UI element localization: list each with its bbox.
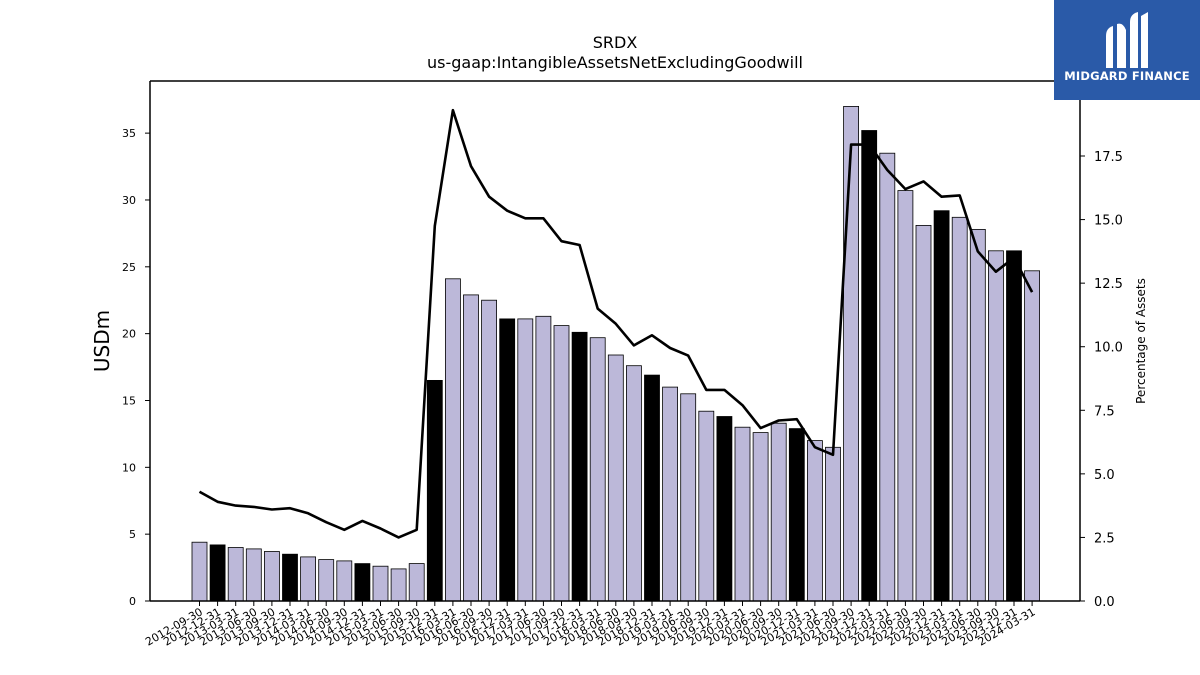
- bar-2016-12-31: [499, 318, 516, 602]
- bar-2013-06-30: [245, 548, 262, 602]
- bar-2020-03-31: [734, 426, 751, 602]
- bar-2017-09-30: [553, 325, 570, 602]
- bar-2014-03-31: [300, 556, 317, 602]
- y2-tick-label: 5.0: [1094, 468, 1115, 483]
- bar-2014-12-31: [354, 563, 371, 602]
- bar-2023-03-31: [951, 216, 968, 602]
- bar-series: [191, 106, 1040, 602]
- bar-2018-03-31: [589, 337, 606, 602]
- bar-2022-12-31: [933, 210, 950, 602]
- bar-2015-09-30: [408, 563, 425, 602]
- bar-2016-09-30: [481, 299, 498, 602]
- bar-2024-03-31: [1024, 270, 1040, 602]
- bar-2021-09-30: [843, 106, 859, 602]
- y2-tick-label: 17.5: [1094, 150, 1123, 165]
- y2-tick-label: 0.0: [1094, 595, 1115, 610]
- bar-2013-09-30: [263, 551, 280, 602]
- bar-2019-09-30: [698, 410, 715, 602]
- percentage-line: [198, 108, 1034, 539]
- y-tick-label: 30: [122, 194, 136, 207]
- bar-2023-12-31: [1006, 250, 1022, 602]
- bar-2019-03-31: [662, 386, 678, 602]
- logo-text: MIDGARD FINANCE: [1064, 69, 1190, 83]
- chart-subtitle: us-gaap:IntangibleAssetsNetExcludingGood…: [427, 53, 803, 72]
- y-tick-label: 0: [129, 595, 136, 608]
- y-tick-label: 15: [122, 394, 136, 407]
- bar-2017-03-31: [517, 318, 534, 602]
- y-tick-label: 5: [129, 528, 136, 541]
- bar-2020-12-31: [788, 428, 805, 602]
- bar-2012-12-31: [209, 544, 226, 602]
- bar-2020-09-30: [770, 422, 787, 602]
- y2-axis-label: Percentage of Assets: [1134, 278, 1148, 404]
- bar-2018-06-30: [607, 354, 624, 602]
- bar-2021-03-31: [807, 440, 823, 602]
- bar-2023-06-30: [969, 228, 986, 602]
- bar-2018-09-30: [626, 365, 642, 602]
- bar-2021-12-31: [861, 130, 878, 602]
- y2-tick-label: 15.0: [1094, 214, 1123, 229]
- y-axis-ticks: 0 5 10 15 20 25 30 35: [122, 127, 150, 608]
- bar-2017-12-31: [571, 331, 588, 602]
- bar-2016-06-30: [463, 294, 479, 602]
- plot-frame: [149, 80, 1081, 602]
- y-tick-label: 10: [122, 461, 136, 474]
- bar-2021-06-30: [825, 446, 841, 602]
- midgard-finance-logo: MIDGARD FINANCE: [1054, 0, 1200, 100]
- y2-axis-ticks: 0.0 2.5 5.0 7.5 10.0 12.5 15.0 17.5: [1080, 150, 1123, 610]
- bar-2013-12-31: [282, 553, 298, 602]
- bar-2020-06-30: [752, 432, 769, 602]
- bar-2015-12-31: [426, 379, 443, 602]
- y-tick-label: 20: [122, 328, 136, 341]
- bar-2022-06-30: [897, 190, 914, 602]
- y-tick-label: 35: [122, 127, 136, 140]
- line-series: [198, 108, 1034, 539]
- bar-2023-09-30: [988, 250, 1004, 602]
- bar-2014-06-30: [318, 559, 335, 602]
- bar-2015-06-30: [390, 568, 407, 602]
- bar-2022-09-30: [915, 224, 932, 602]
- bar-2019-06-30: [680, 393, 697, 602]
- y-tick-label: 25: [122, 261, 136, 274]
- chart-title: SRDX: [593, 33, 638, 52]
- x-axis-ticks: 2012-09-302012-12-312013-03-312013-06-30…: [143, 601, 1038, 649]
- y2-tick-label: 7.5: [1094, 404, 1115, 419]
- bar-2012-09-30: [191, 541, 208, 602]
- bar-2022-03-31: [879, 152, 896, 602]
- y2-tick-label: 2.5: [1094, 531, 1115, 546]
- bar-2018-12-31: [644, 374, 660, 602]
- logo-m-icon: [1106, 12, 1148, 69]
- bar-2019-12-31: [716, 416, 733, 602]
- y2-tick-label: 12.5: [1094, 277, 1123, 292]
- bar-2013-03-31: [227, 547, 244, 602]
- y2-tick-label: 10.0: [1094, 341, 1123, 356]
- bar-2017-06-30: [535, 315, 552, 602]
- bar-2014-09-30: [336, 560, 353, 602]
- y-axis-label: USDm: [90, 310, 114, 372]
- bar-2015-03-31: [372, 565, 389, 602]
- bar-2016-03-31: [444, 278, 461, 602]
